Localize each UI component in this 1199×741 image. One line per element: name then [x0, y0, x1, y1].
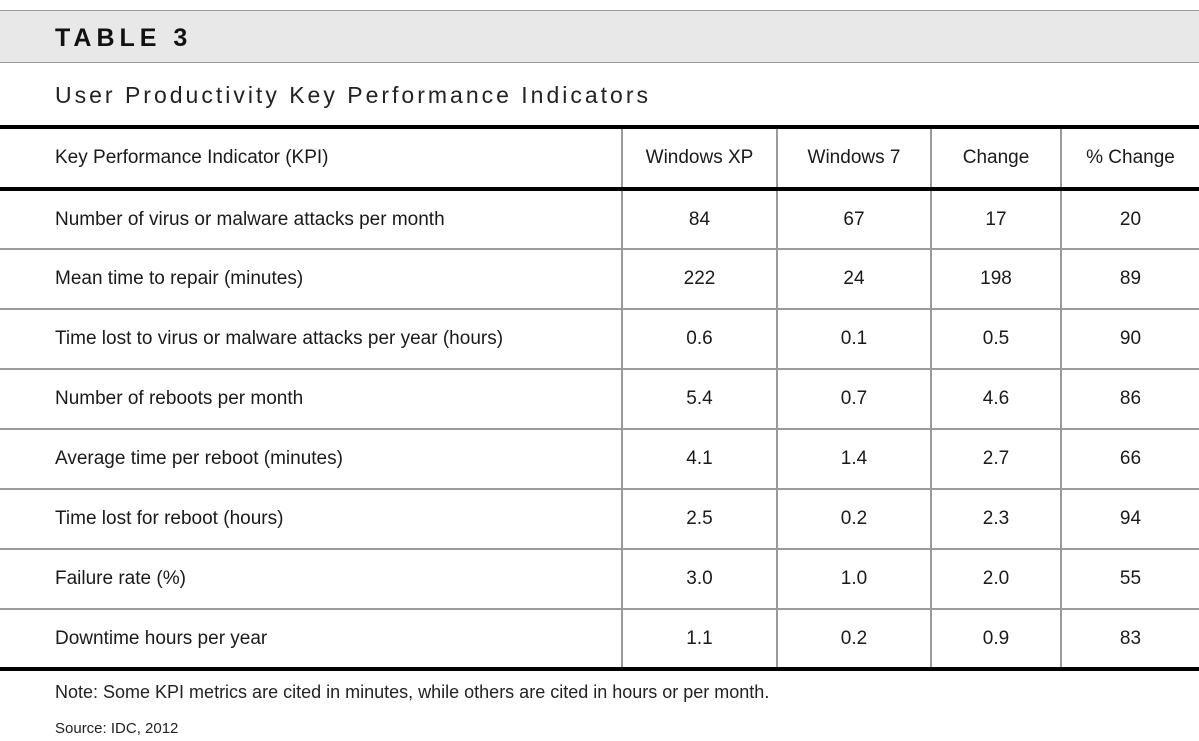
column-header-windows-xp: Windows XP	[621, 125, 777, 191]
windows-7-cell: 0.2	[776, 489, 931, 550]
windows-7-cell: 0.7	[776, 369, 931, 430]
windows-xp-cell: 0.6	[621, 309, 777, 370]
windows-7-cell: 1.0	[776, 549, 931, 610]
windows-7-cell: 0.1	[776, 309, 931, 370]
column-header-pct-change: % Change	[1060, 125, 1199, 191]
windows-7-cell: 24	[776, 249, 931, 310]
table-row: Average time per reboot (minutes) 4.1 1.…	[0, 429, 1199, 490]
pct-change-cell: 66	[1060, 429, 1199, 490]
windows-xp-cell: 2.5	[621, 489, 777, 550]
change-cell: 17	[930, 189, 1061, 250]
change-cell: 2.3	[930, 489, 1061, 550]
table-row: Number of virus or malware attacks per m…	[0, 189, 1199, 250]
table-label: TABLE 3	[55, 24, 193, 52]
change-cell: 0.5	[930, 309, 1061, 370]
change-cell: 2.7	[930, 429, 1061, 490]
kpi-name-cell: Number of reboots per month	[0, 369, 622, 430]
table-note: Note: Some KPI metrics are cited in minu…	[55, 682, 770, 702]
change-cell: 4.6	[930, 369, 1061, 430]
pct-change-cell: 94	[1060, 489, 1199, 550]
windows-7-cell: 0.2	[776, 609, 931, 671]
table-header-row: Key Performance Indicator (KPI) Windows …	[0, 125, 1199, 191]
windows-xp-cell: 1.1	[621, 609, 777, 671]
table-row: Time lost to virus or malware attacks pe…	[0, 309, 1199, 370]
change-cell: 198	[930, 249, 1061, 310]
change-cell: 2.0	[930, 549, 1061, 610]
kpi-name-cell: Failure rate (%)	[0, 549, 622, 610]
windows-7-cell: 67	[776, 189, 931, 250]
windows-xp-cell: 3.0	[621, 549, 777, 610]
table-subtitle: User Productivity Key Performance Indica…	[55, 82, 652, 108]
kpi-name-cell: Downtime hours per year	[0, 609, 622, 671]
table-row: Downtime hours per year 1.1 0.2 0.9 83	[0, 609, 1199, 671]
windows-xp-cell: 84	[621, 189, 777, 250]
table-row: Mean time to repair (minutes) 222 24 198…	[0, 249, 1199, 310]
windows-7-cell: 1.4	[776, 429, 931, 490]
windows-xp-cell: 5.4	[621, 369, 777, 430]
column-header-change: Change	[930, 125, 1061, 191]
pct-change-cell: 89	[1060, 249, 1199, 310]
windows-xp-cell: 4.1	[621, 429, 777, 490]
pct-change-cell: 86	[1060, 369, 1199, 430]
change-cell: 0.9	[930, 609, 1061, 671]
table-source: Source: IDC, 2012	[55, 720, 179, 737]
table-title-band: TABLE 3	[0, 10, 1199, 63]
table-row: Time lost for reboot (hours) 2.5 0.2 2.3…	[0, 489, 1199, 550]
column-header-windows-7: Windows 7	[776, 125, 931, 191]
table-row: Number of reboots per month 5.4 0.7 4.6 …	[0, 369, 1199, 430]
pct-change-cell: 55	[1060, 549, 1199, 610]
pct-change-cell: 83	[1060, 609, 1199, 671]
kpi-name-cell: Time lost to virus or malware attacks pe…	[0, 309, 622, 370]
column-header-kpi: Key Performance Indicator (KPI)	[0, 125, 622, 191]
kpi-name-cell: Time lost for reboot (hours)	[0, 489, 622, 550]
windows-xp-cell: 222	[621, 249, 777, 310]
table-row: Failure rate (%) 3.0 1.0 2.0 55	[0, 549, 1199, 610]
pct-change-cell: 90	[1060, 309, 1199, 370]
kpi-name-cell: Mean time to repair (minutes)	[0, 249, 622, 310]
kpi-name-cell: Average time per reboot (minutes)	[0, 429, 622, 490]
pct-change-cell: 20	[1060, 189, 1199, 250]
kpi-name-cell: Number of virus or malware attacks per m…	[0, 189, 622, 250]
kpi-table: Key Performance Indicator (KPI) Windows …	[0, 125, 1199, 671]
